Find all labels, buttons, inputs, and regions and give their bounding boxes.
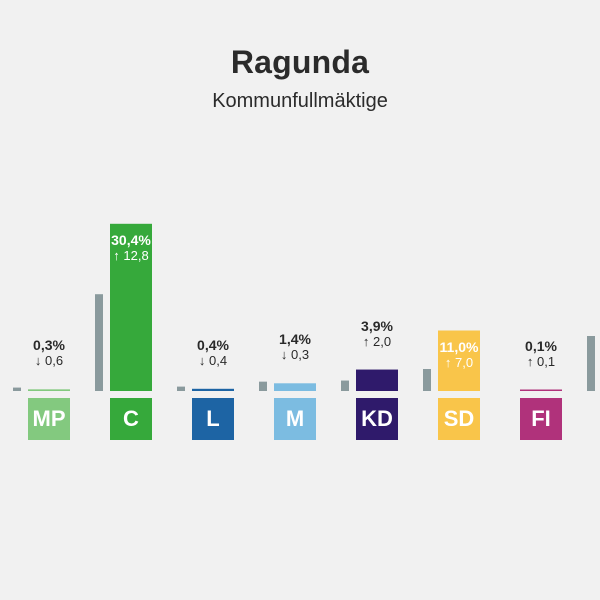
party-label-l: L (192, 398, 234, 440)
chart-title: Ragunda (230, 44, 370, 80)
change-label-mp: ↓ 0,6 (34, 353, 64, 369)
bar-fi (520, 389, 562, 391)
value-label-sd: 11,0% (439, 338, 479, 355)
value-label-kd: 3,9% (361, 317, 393, 334)
change-label-kd: ↑ 2,0 (362, 333, 392, 349)
previous-bar-mp (13, 387, 21, 391)
change-label-fi: ↑ 0,1 (526, 353, 556, 369)
party-label-fi: FI (520, 398, 562, 440)
value-label-l: 0,4% (197, 336, 229, 353)
value-label-m: 1,4% (279, 331, 311, 348)
bar-label-mp: 0,3% ↓ 0,6 (9, 337, 89, 369)
party-label-kd: KD (356, 398, 398, 440)
bar-mp (28, 389, 70, 391)
value-label-c: 30,4% (111, 231, 151, 248)
value-label-fi: 0,1% (525, 337, 557, 354)
previous-bar-edge-right (587, 336, 595, 391)
party-label-mp: MP (28, 398, 70, 440)
bar-m (274, 383, 316, 391)
value-label-mp: 0,3% (33, 337, 65, 354)
party-label-c: C (110, 398, 152, 440)
bar-label-fi: 0,1% ↑ 0,1 (501, 338, 581, 370)
bar-label-m: 1,4% ↓ 0,3 (255, 331, 335, 363)
chart-subtitle: Kommunfullmäktige (212, 90, 388, 112)
party-label-sd: SD (438, 398, 480, 440)
previous-bar-l (177, 386, 185, 391)
bar-sd (438, 330, 480, 391)
previous-bar-sd (423, 369, 431, 391)
party-label-m: M (274, 398, 316, 440)
previous-bar-c (95, 294, 103, 391)
bar-label-kd: 3,9% ↑ 2,0 (337, 318, 417, 350)
previous-bar-m (259, 381, 267, 391)
bar-l (192, 388, 234, 391)
change-label-c: ↑ 12,8 (113, 247, 149, 263)
bar-label-l: 0,4% ↓ 0,4 (173, 337, 253, 369)
bar-kd (356, 369, 398, 391)
bar-c (110, 223, 152, 391)
change-label-m: ↓ 0,3 (280, 347, 310, 363)
previous-bar-kd (341, 380, 349, 391)
change-label-l: ↓ 0,4 (198, 352, 228, 368)
bar-label-sd: 11,0% ↑ 7,0 (419, 339, 499, 371)
bar-label-c: 30,4% ↑ 12,8 (91, 232, 171, 264)
change-label-sd: ↑ 7,0 (444, 354, 474, 370)
